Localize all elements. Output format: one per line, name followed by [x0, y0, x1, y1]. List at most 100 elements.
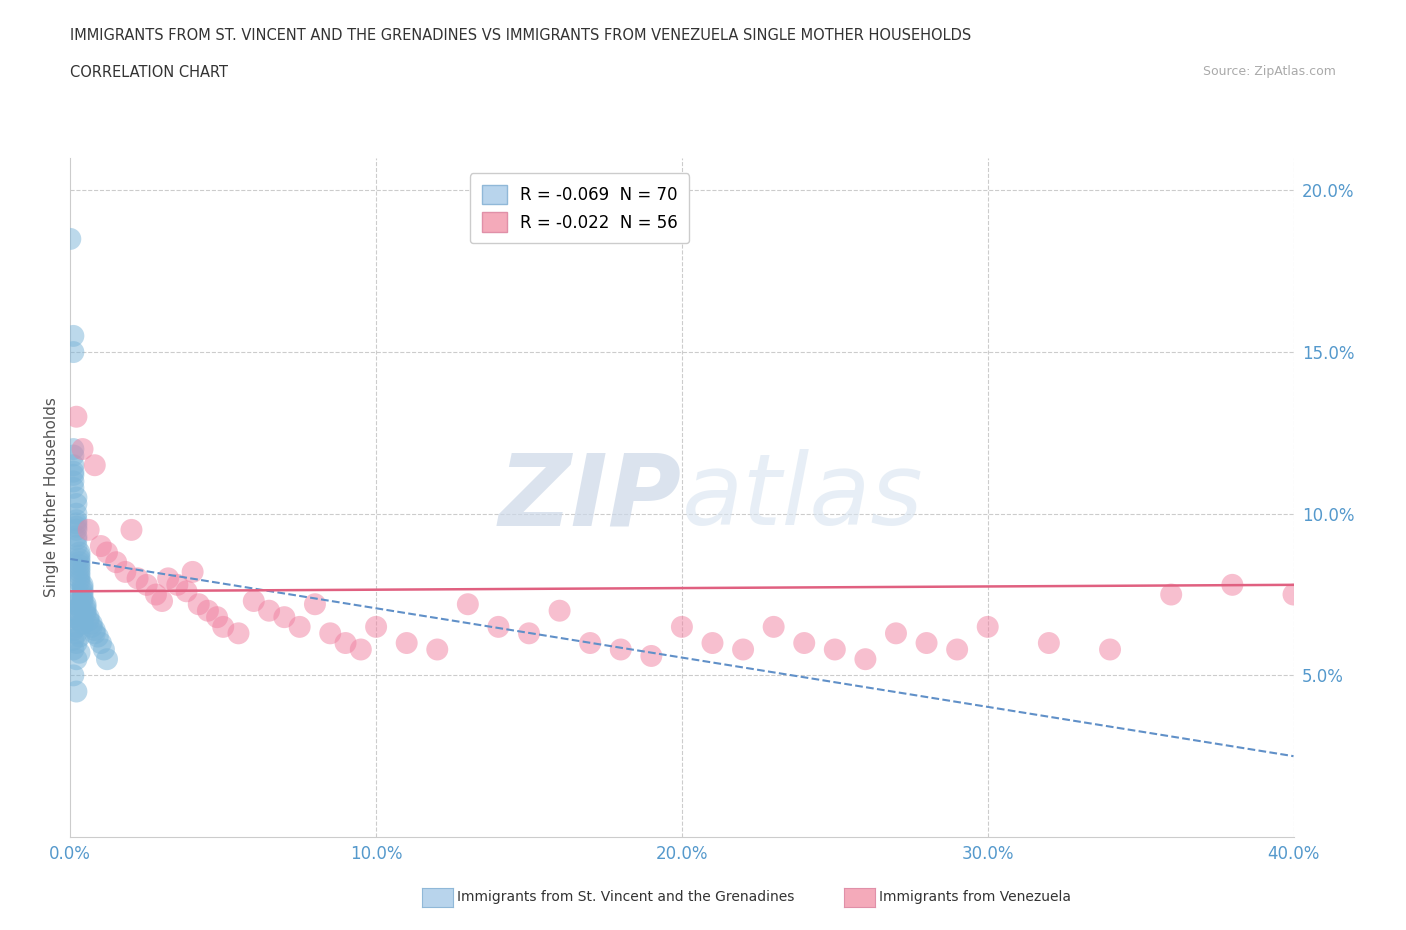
Point [75, 597, 97, 612]
Point [65, 512, 87, 527]
Point [366, 619, 388, 634]
Point [824, 642, 846, 657]
Point [65, 684, 87, 699]
Point [69, 555, 91, 570]
Point [72, 584, 94, 599]
Point [212, 619, 235, 634]
Point [62, 610, 84, 625]
Text: Source: ZipAtlas.com: Source: ZipAtlas.com [1202, 65, 1336, 78]
Text: CORRELATION CHART: CORRELATION CHART [70, 65, 228, 80]
Point [65, 516, 87, 531]
Point [1160, 587, 1182, 602]
Legend: R = -0.069  N = 70, R = -0.022  N = 56: R = -0.069 N = 70, R = -0.022 N = 56 [470, 173, 689, 244]
Point [671, 619, 693, 634]
Point [65, 490, 87, 505]
Point [77, 610, 100, 625]
Point [181, 565, 204, 579]
Text: IMMIGRANTS FROM ST. VINCENT AND THE GRENADINES VS IMMIGRANTS FROM VENEZUELA SING: IMMIGRANTS FROM ST. VINCENT AND THE GREN… [70, 28, 972, 43]
Point [87, 629, 110, 644]
Point [157, 571, 180, 586]
Point [65, 409, 87, 424]
Point [69, 561, 91, 576]
Point [69, 574, 91, 589]
Point [69, 565, 91, 579]
Point [65, 635, 87, 650]
Point [72, 591, 94, 605]
Point [62, 474, 84, 489]
Point [915, 635, 938, 650]
Point [96, 652, 118, 667]
Point [884, 626, 907, 641]
Point [1220, 578, 1243, 592]
Point [62, 668, 84, 683]
Point [176, 584, 198, 599]
Point [610, 642, 633, 657]
Point [135, 578, 157, 592]
Point [65, 529, 87, 544]
Point [426, 642, 449, 657]
Point [702, 635, 724, 650]
Text: Immigrants from St. Vincent and the Grenadines: Immigrants from St. Vincent and the Gren… [457, 890, 794, 905]
Point [59, 587, 82, 602]
Point [65, 538, 87, 553]
Point [69, 551, 91, 566]
Text: Immigrants from Venezuela: Immigrants from Venezuela [879, 890, 1071, 905]
Point [257, 604, 280, 618]
Point [62, 642, 84, 657]
Point [72, 578, 94, 592]
Point [65, 532, 87, 547]
Point [65, 619, 87, 634]
Point [62, 448, 84, 463]
Point [96, 545, 118, 560]
Point [65, 519, 87, 534]
Point [166, 578, 188, 592]
Point [69, 549, 91, 564]
Point [733, 642, 755, 657]
Point [90, 635, 112, 650]
Point [65, 626, 87, 641]
Point [65, 597, 87, 612]
Point [83, 458, 105, 472]
Point [197, 604, 219, 618]
Point [72, 593, 94, 608]
Point [69, 645, 91, 660]
Point [288, 619, 311, 634]
Point [243, 593, 266, 608]
Point [1038, 635, 1060, 650]
Point [93, 642, 115, 657]
Point [69, 613, 91, 628]
Point [1282, 587, 1305, 602]
Point [62, 481, 84, 496]
Point [90, 538, 112, 553]
Point [145, 587, 167, 602]
Point [69, 629, 91, 644]
Point [762, 619, 785, 634]
Point [62, 345, 84, 360]
Point [228, 626, 250, 641]
Point [83, 623, 105, 638]
Point [77, 613, 100, 628]
Y-axis label: Single Mother Households: Single Mother Households [44, 398, 59, 597]
Point [517, 626, 540, 641]
Point [548, 604, 571, 618]
Point [350, 642, 373, 657]
Point [65, 497, 87, 512]
Point [69, 545, 91, 560]
Point [121, 523, 143, 538]
Point [335, 635, 357, 650]
Point [62, 458, 84, 472]
Point [855, 652, 877, 667]
Point [77, 523, 100, 538]
Point [946, 642, 969, 657]
Point [75, 600, 97, 615]
Point [62, 464, 84, 479]
Point [80, 617, 103, 631]
Point [72, 580, 94, 595]
Point [395, 635, 418, 650]
Point [579, 635, 602, 650]
Point [80, 619, 103, 634]
Point [62, 328, 84, 343]
Point [62, 442, 84, 457]
Point [273, 610, 295, 625]
Point [304, 597, 326, 612]
